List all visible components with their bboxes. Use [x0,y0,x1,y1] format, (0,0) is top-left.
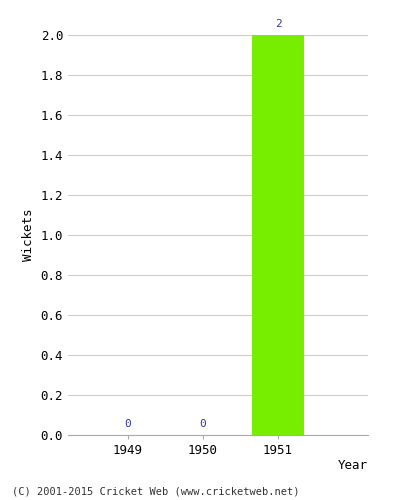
Y-axis label: Wickets: Wickets [22,209,35,261]
Text: Year: Year [338,459,368,472]
Text: 0: 0 [200,419,206,429]
Bar [252,35,304,435]
Text: 0: 0 [125,419,131,429]
Text: 2: 2 [275,19,281,29]
Text: (C) 2001-2015 Cricket Web (www.cricketweb.net): (C) 2001-2015 Cricket Web (www.cricketwe… [12,487,300,497]
